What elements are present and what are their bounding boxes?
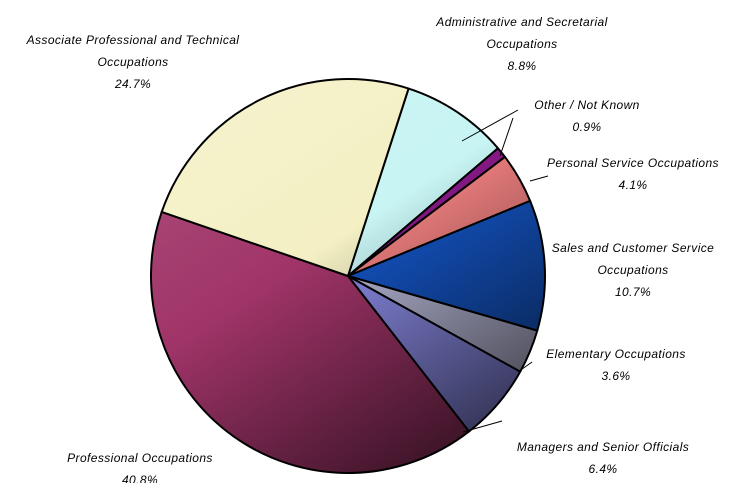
slice-label: Personal Service Occupations 4.1% — [533, 152, 733, 196]
value-label: 8.8% — [507, 59, 537, 73]
value-label: 6.4% — [588, 462, 618, 476]
value-label: 0.9% — [572, 120, 602, 134]
pie-slice — [160, 78, 410, 277]
leader-line — [462, 420, 503, 433]
value-label: 10.7% — [614, 285, 652, 299]
category-label: Other / Not Known — [534, 98, 640, 112]
leader-line — [461, 109, 519, 142]
value-label: 4.1% — [618, 178, 648, 192]
value-label: 40.8% — [121, 473, 159, 483]
slice-label: Elementary Occupations 3.6% — [516, 343, 716, 387]
pie-slice — [347, 199, 546, 332]
category-label: Associate Professional and Technical Occ… — [26, 33, 240, 69]
slice-label: Associate Professional and Technical Occ… — [0, 29, 268, 95]
category-label: Personal Service Occupations — [547, 156, 719, 170]
slice-label: Other / Not Known 0.9% — [517, 94, 657, 138]
category-label: Administrative and Secretarial Occupatio… — [436, 15, 608, 51]
category-label: Elementary Occupations — [546, 347, 686, 361]
slice-label: Sales and Customer Service Occupations 10… — [543, 237, 723, 303]
pie-slice — [347, 87, 499, 277]
slice-label: Professional Occupations 40.8% — [40, 447, 240, 483]
category-label: Managers and Senior Officials — [516, 440, 690, 454]
value-label: 3.6% — [601, 369, 631, 383]
leader-line — [517, 361, 533, 373]
leader-line — [499, 117, 514, 157]
leader-line — [529, 175, 549, 182]
slice-label: Administrative and Secretarial Occupatio… — [417, 11, 627, 77]
category-label: Professional Occupations — [67, 451, 213, 465]
leader-lines — [461, 109, 549, 433]
value-label: 24.7% — [114, 77, 152, 91]
slice-label: Managers and Senior Officials 6.4% — [493, 436, 713, 480]
category-label: Sales and Customer Service Occupations — [551, 241, 715, 277]
pie-slice — [150, 210, 471, 474]
